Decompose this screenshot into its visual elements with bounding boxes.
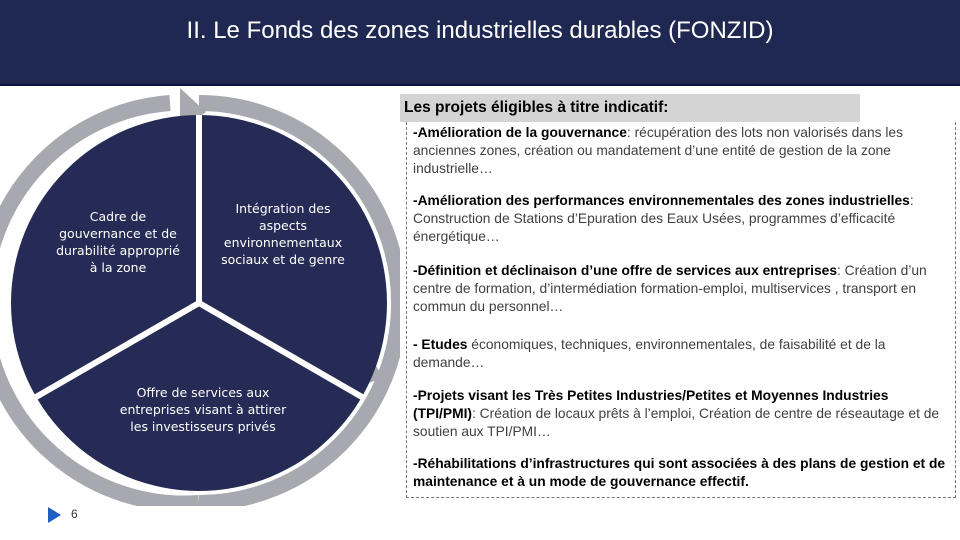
projects-box	[406, 122, 956, 498]
title-bar: II. Le Fonds des zones industrielles dur…	[0, 0, 960, 86]
divider-left	[34, 300, 201, 400]
segment-label-environment: Intégration des aspects environnementaux…	[221, 201, 345, 267]
projects-title: Les projets éligibles à titre indicatif:	[400, 94, 860, 122]
divider-right	[197, 300, 364, 400]
project-item-environment: -Amélioration des performances environne…	[413, 193, 914, 244]
cycle-ring-left	[0, 95, 200, 506]
segment-label-governance: Cadre de gouvernance et de durabilité ap…	[56, 209, 180, 275]
segment-label-services: Offre de services aux entreprises visant…	[119, 385, 287, 434]
cycle-ring	[198, 95, 400, 506]
page-number: 6	[71, 507, 78, 521]
project-item-services: -Définition et déclinaison d’une offre d…	[413, 263, 927, 314]
project-item-governance: -Amélioration de la gouvernance: récupér…	[413, 125, 903, 176]
project-item-studies: - Etudes économiques, techniques, enviro…	[413, 337, 886, 370]
slide-title: II. Le Fonds des zones industrielles dur…	[186, 17, 774, 44]
cycle-diagram	[0, 88, 400, 506]
project-item-tpi-pmi: -Projets visant les Très Petites Industr…	[413, 388, 940, 439]
project-item-rehabilitation: -Réhabilitations d’infrastructures qui s…	[413, 456, 946, 489]
play-arrow-icon	[48, 507, 61, 523]
